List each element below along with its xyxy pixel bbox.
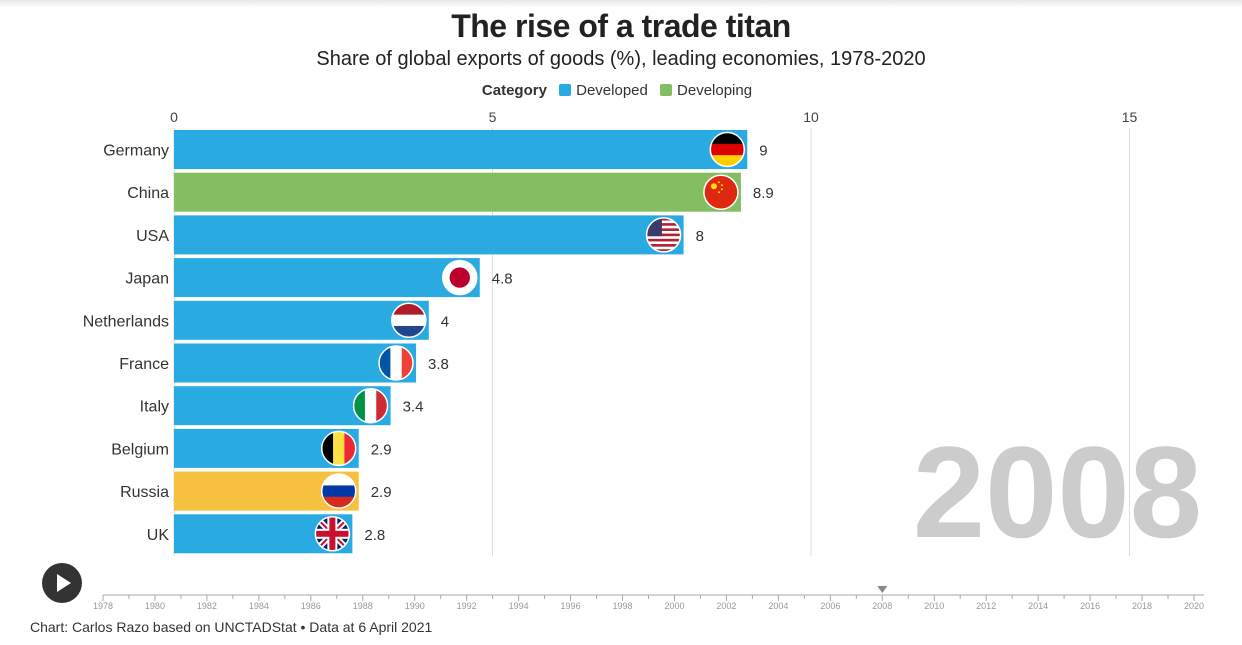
value-label: 2.9 bbox=[371, 441, 392, 458]
category-label: Belgium bbox=[111, 441, 169, 458]
legend-swatch-developed bbox=[559, 84, 572, 96]
value-label: 9 bbox=[759, 143, 767, 160]
flag-russia-icon bbox=[320, 473, 357, 509]
category-label: Japan bbox=[125, 271, 169, 288]
timeline-label[interactable]: 2012 bbox=[976, 601, 996, 611]
timeline-label[interactable]: 2020 bbox=[1184, 601, 1204, 611]
bar-china[interactable] bbox=[174, 172, 741, 212]
bar-netherlands[interactable] bbox=[174, 300, 429, 340]
category-label: Netherlands bbox=[83, 313, 169, 330]
category-label: USA bbox=[136, 228, 169, 245]
category-label: UK bbox=[147, 527, 170, 544]
bar-france[interactable] bbox=[174, 343, 417, 383]
legend-item-developing[interactable]: Developing bbox=[660, 82, 752, 99]
x-tick-label: 10 bbox=[803, 109, 819, 125]
timeline-label[interactable]: 2010 bbox=[924, 601, 944, 611]
x-tick-label: 0 bbox=[170, 109, 178, 125]
top-shadow bbox=[0, 0, 1242, 8]
category-label: France bbox=[119, 356, 169, 373]
category-label: Russia bbox=[120, 484, 169, 501]
flag-france-icon bbox=[378, 345, 414, 381]
timeline-label[interactable]: 2016 bbox=[1080, 601, 1100, 611]
timeline-handle[interactable] bbox=[877, 586, 888, 593]
category-label: Germany bbox=[103, 143, 169, 160]
play-icon bbox=[57, 574, 71, 592]
flag-germany-icon bbox=[709, 131, 746, 168]
value-label: 8.9 bbox=[753, 185, 774, 202]
chart-subtitle: Share of global exports of goods (%), le… bbox=[316, 48, 926, 70]
timeline-label[interactable]: 1990 bbox=[405, 601, 425, 611]
flag-netherlands-icon bbox=[391, 302, 427, 339]
timeline-label[interactable]: 1982 bbox=[197, 601, 217, 611]
legend-title: Category bbox=[481, 82, 547, 99]
legend: Category Developed Developing bbox=[0, 82, 1242, 99]
bar-usa[interactable] bbox=[174, 215, 684, 255]
chart-source: Chart: Carlos Razo based on UNCTADStat •… bbox=[30, 619, 433, 635]
timeline-label[interactable]: 1978 bbox=[93, 601, 113, 611]
timeline-label[interactable]: 1994 bbox=[509, 601, 529, 611]
x-tick-label: 15 bbox=[1122, 109, 1138, 125]
timeline-label[interactable]: 1980 bbox=[145, 601, 165, 611]
chart-title: The rise of a trade titan bbox=[451, 8, 791, 44]
value-label: 2.9 bbox=[371, 484, 392, 501]
timeline-label[interactable]: 1996 bbox=[561, 601, 581, 611]
timeline-label[interactable]: 2000 bbox=[664, 601, 684, 611]
value-label: 3.8 bbox=[428, 356, 449, 373]
timeline-label[interactable]: 1986 bbox=[301, 601, 321, 611]
value-label: 2.8 bbox=[364, 527, 385, 544]
timeline-label[interactable]: 2004 bbox=[768, 601, 788, 611]
bar-germany[interactable] bbox=[174, 130, 748, 169]
flag-usa-icon bbox=[645, 217, 682, 253]
flag-japan-icon bbox=[442, 259, 478, 296]
timeline-label[interactable]: 2006 bbox=[820, 601, 840, 611]
timeline-label[interactable]: 2008 bbox=[872, 601, 892, 611]
legend-item-developed[interactable]: Developed bbox=[559, 82, 648, 99]
bar-japan[interactable] bbox=[174, 258, 480, 298]
legend-label-developed: Developed bbox=[576, 82, 648, 99]
value-label: 3.4 bbox=[403, 399, 424, 416]
timeline-label[interactable]: 1992 bbox=[457, 601, 477, 611]
timeline-label[interactable]: 2018 bbox=[1132, 601, 1152, 611]
play-button[interactable] bbox=[42, 563, 82, 603]
timeline-label[interactable]: 1998 bbox=[613, 601, 633, 611]
category-label: China bbox=[127, 185, 169, 202]
value-label: 4 bbox=[441, 313, 449, 330]
year-watermark: 2008 bbox=[913, 419, 1202, 565]
legend-label-developing: Developing bbox=[677, 82, 753, 99]
value-label: 4.8 bbox=[492, 271, 513, 288]
timeline-label[interactable]: 2002 bbox=[716, 601, 736, 611]
x-tick-label: 5 bbox=[489, 109, 497, 125]
flag-china-icon bbox=[703, 174, 739, 210]
flag-belgium-icon bbox=[320, 430, 357, 467]
category-label: Italy bbox=[140, 399, 169, 416]
timeline-label[interactable]: 1988 bbox=[353, 601, 373, 611]
timeline-label[interactable]: 2014 bbox=[1028, 601, 1048, 611]
timeline-label[interactable]: 1984 bbox=[249, 601, 269, 611]
flag-uk-icon bbox=[314, 516, 351, 552]
value-label: 8 bbox=[696, 228, 704, 245]
flag-italy-icon bbox=[352, 387, 389, 424]
legend-swatch-developing bbox=[660, 84, 673, 96]
